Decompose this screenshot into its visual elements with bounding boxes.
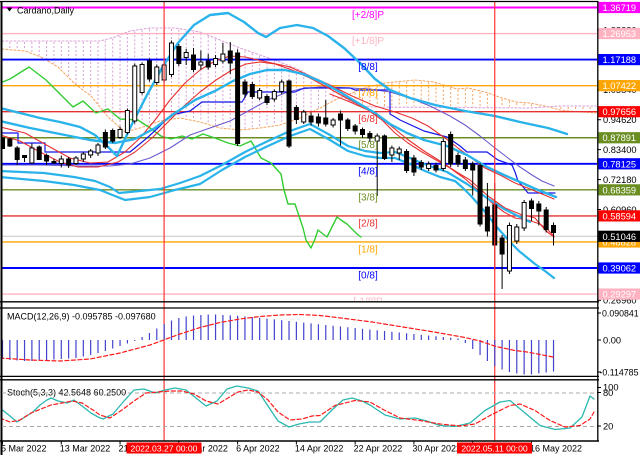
svg-text:30 Apr 2022: 30 Apr 2022 — [412, 444, 461, 454]
svg-text:0.78125: 0.78125 — [603, 159, 637, 169]
svg-text:0.87891: 0.87891 — [603, 133, 637, 143]
svg-text:0.72180: 0.72180 — [603, 175, 637, 185]
svg-text:0.97656: 0.97656 — [603, 107, 637, 117]
svg-text:80: 80 — [603, 388, 613, 398]
svg-text:[0/8]: [0/8] — [358, 271, 378, 282]
svg-text:[4/8]: [4/8] — [358, 166, 378, 177]
svg-text:[+2/8]P: [+2/8]P — [352, 10, 384, 21]
svg-text:29 Mar 2022: 29 Mar 2022 — [177, 444, 228, 454]
svg-text:1.36719: 1.36719 — [603, 3, 637, 13]
svg-text:[1/8]: [1/8] — [358, 244, 378, 255]
svg-text:2022.05.11 00:00: 2022.05.11 00:00 — [461, 443, 527, 453]
svg-text:0.26960: 0.26960 — [603, 296, 637, 306]
svg-text:20: 20 — [603, 421, 613, 431]
svg-text:0.29297: 0.29297 — [603, 290, 637, 300]
svg-text:1.07422: 1.07422 — [603, 81, 637, 91]
svg-text:5 Mar 2022: 5 Mar 2022 — [1, 444, 47, 454]
svg-text:[5/8]: [5/8] — [358, 140, 378, 151]
svg-text:13 Mar 2022: 13 Mar 2022 — [60, 444, 111, 454]
svg-text:0.39062: 0.39062 — [603, 264, 637, 274]
svg-text:6 Apr 2022: 6 Apr 2022 — [236, 444, 280, 454]
svg-text:16 May 2022: 16 May 2022 — [530, 444, 582, 454]
svg-text:[+1/8]P: [+1/8]P — [352, 36, 384, 47]
svg-text:[7/8]: [7/8] — [358, 88, 378, 99]
svg-text:0.83400: 0.83400 — [603, 145, 637, 155]
svg-text:0.48828: 0.48828 — [603, 237, 637, 247]
svg-text:MACD(12,26,9) -0.095785 -0.097: MACD(12,26,9) -0.095785 -0.097680 — [7, 312, 156, 322]
svg-text:0.090841: 0.090841 — [602, 308, 639, 318]
svg-text:22 Apr 2022: 22 Apr 2022 — [354, 444, 403, 454]
svg-text:[-1/8]P: [-1/8]P — [353, 297, 383, 308]
svg-text:14 Apr 2022: 14 Apr 2022 — [295, 444, 344, 454]
svg-text:0.51046: 0.51046 — [603, 232, 637, 242]
svg-text:0.00: 0.00 — [603, 335, 621, 345]
svg-text:0.94620: 0.94620 — [603, 115, 637, 125]
svg-text:[6/8]: [6/8] — [358, 114, 378, 125]
svg-text:Cardano,Daily: Cardano,Daily — [17, 6, 75, 16]
svg-text:1.17188: 1.17188 — [603, 55, 637, 65]
svg-text:[3/8]: [3/8] — [358, 192, 378, 203]
svg-text:1.26953: 1.26953 — [603, 29, 637, 39]
svg-text:[2/8]: [2/8] — [358, 218, 378, 229]
svg-text:0.58594: 0.58594 — [603, 211, 637, 221]
svg-text:2022.03.27 00:00: 2022.03.27 00:00 — [131, 443, 198, 453]
svg-text:-0.114785: -0.114785 — [600, 367, 639, 377]
svg-text:[8/8]: [8/8] — [358, 62, 378, 73]
svg-text:100: 100 — [603, 383, 619, 393]
svg-text:0.60960: 0.60960 — [603, 205, 637, 215]
svg-text:0.68359: 0.68359 — [603, 185, 637, 195]
